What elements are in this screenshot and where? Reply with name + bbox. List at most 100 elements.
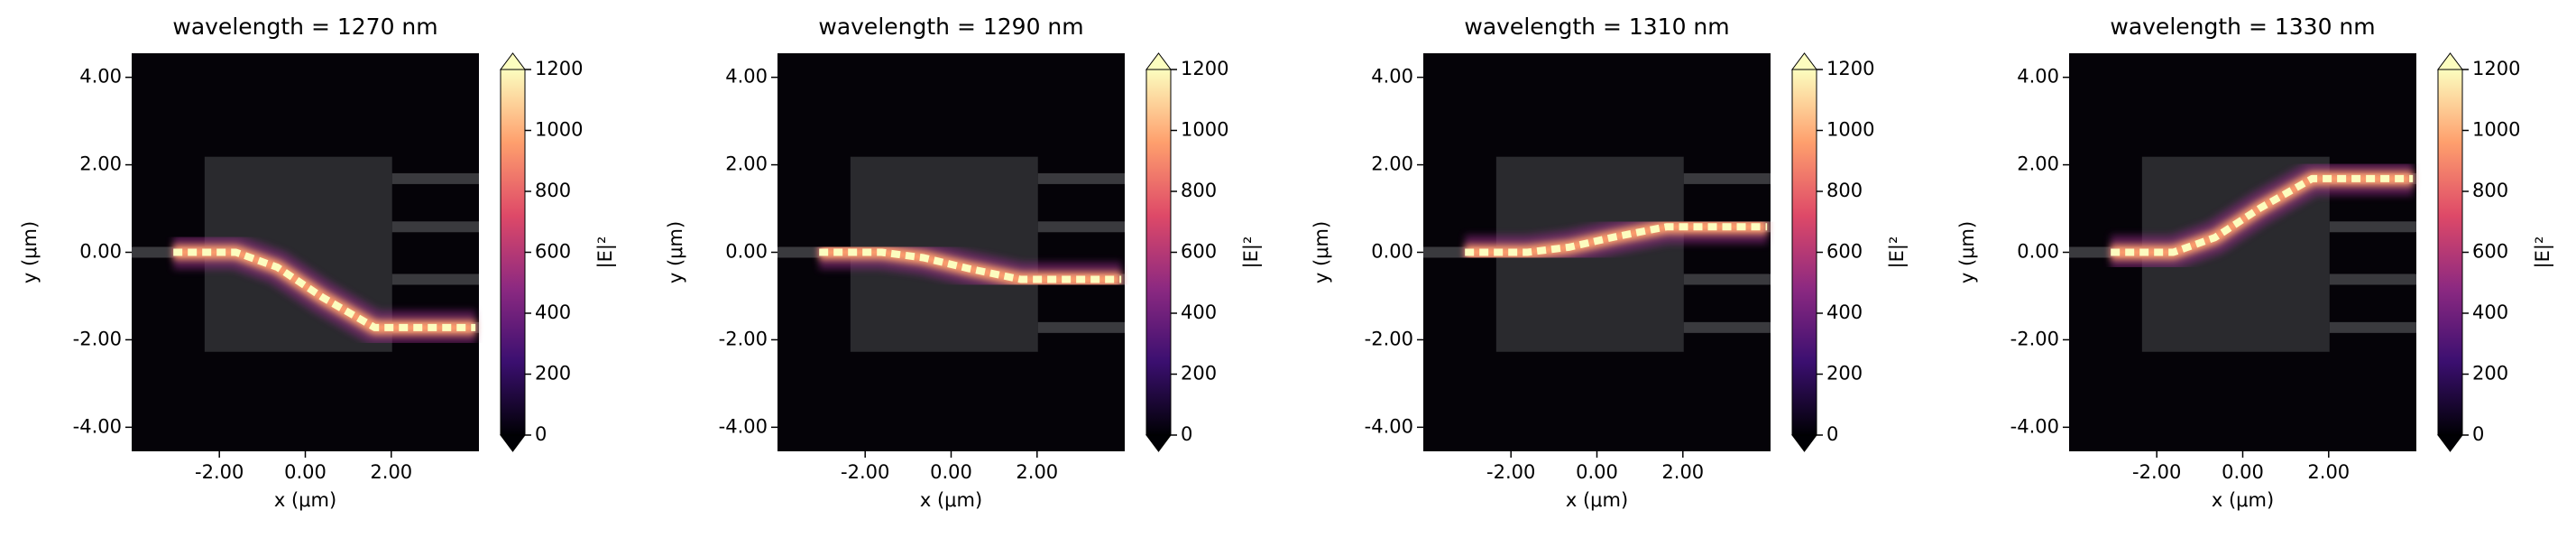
colorbar-tick-label: 400 [1181,301,1217,323]
output-waveguide [2329,274,2416,285]
colorbar-extend-min [1791,434,1817,452]
x-axis-label: x (μm) [1566,489,1628,511]
y-tick-label: 4.00 [1371,66,1413,88]
colorbar-extend-max [500,52,526,70]
x-axis-label: x (μm) [2212,489,2274,511]
colorbar-tick-label: 0 [2472,423,2484,445]
x-tick-label: -2.00 [195,461,244,483]
colorbar-tick-label: 800 [535,180,571,201]
x-tick-label: 0.00 [284,461,327,483]
output-waveguide [1037,321,1125,333]
colorbar-tick-label: 600 [1826,241,1863,263]
x-tick-label: 0.00 [930,461,972,483]
x-tick-label: 2.00 [2307,461,2350,483]
field-peak [819,248,1122,283]
colorbar-tick-label: 1000 [1181,119,1228,141]
panel: -2.00 0.00 2.00 4.00 2.00 0.00 -2.00 -4.00 wavel… [19,14,617,511]
colorbar-tick-label: 400 [535,301,571,323]
colorbar-extend-max [1145,52,1172,70]
panel: -2.00 0.00 2.00 4.00 2.00 0.00 -2.00 -4.00 wavel… [1956,14,2554,511]
y-tick-label: -4.00 [2010,415,2059,437]
field-peak [173,248,476,331]
colorbar-tick-label: 0 [1826,423,1838,445]
colorbar-tick-label: 800 [2472,180,2508,201]
x-axis-label: x (μm) [274,489,336,511]
panel: -2.00 0.00 2.00 4.00 2.00 0.00 -2.00 -4.00 wavel… [1311,14,1909,511]
colorbar-tick-label: 600 [2472,241,2508,263]
y-tick-label: 2.00 [79,153,122,175]
x-tick-label: -2.00 [2132,461,2181,483]
chart-title: wavelength = 1330 nm [2110,14,2375,40]
colorbar-extend-min [500,434,526,452]
colorbar-tick-label: 0 [535,423,547,445]
y-tick-label: -2.00 [73,328,122,349]
colorbar-tick-label: 200 [2472,363,2508,385]
colorbar-tick-label: 1200 [1826,58,1874,79]
y-axis-label: y (μm) [1956,221,1978,283]
output-waveguide [2329,321,2416,333]
field-peak [2111,174,2414,256]
output-waveguide [1683,274,1771,285]
colorbar-tick-label: 1200 [1181,58,1228,79]
colorbar-tick-label: 200 [535,363,571,385]
chart-title: wavelength = 1310 nm [1464,14,1729,40]
y-axis-label: y (μm) [1311,221,1332,283]
colorbar-label: |E|² [1240,236,1263,269]
output-waveguide [1683,172,1771,184]
output-waveguide [1037,172,1125,184]
x-axis-label: x (μm) [920,489,982,511]
x-tick-label: 0.00 [1576,461,1618,483]
x-tick-label: 2.00 [370,461,412,483]
x-tick-label: -2.00 [841,461,889,483]
colorbar-tick-label: 800 [1826,180,1863,201]
y-tick-label: 4.00 [79,66,122,88]
colorbar-tick-label: 200 [1181,363,1217,385]
y-axis-label: y (μm) [665,221,686,283]
colorbar-tick-label: 600 [1181,241,1217,263]
colorbar-label: |E|² [2532,236,2554,269]
y-tick-label: -4.00 [719,415,768,437]
colorbar-label: |E|² [594,236,617,269]
colorbar-tick-label: 400 [2472,301,2508,323]
colorbar-tick-label: 200 [1826,363,1863,385]
y-tick-label: 0.00 [79,241,122,263]
colorbar-tick-label: 1000 [535,119,583,141]
y-tick-label: -2.00 [1365,328,1413,349]
colorbar-tick-label: 800 [1181,180,1217,201]
colorbar-tick-label: 600 [535,241,571,263]
x-tick-label: 0.00 [2222,461,2264,483]
chart-title: wavelength = 1270 nm [172,14,437,40]
colorbar-extend-max [2437,52,2463,70]
colorbar-extend-min [2437,434,2463,452]
output-waveguide [391,274,479,285]
y-tick-label: 2.00 [1371,153,1413,175]
colorbar [500,69,526,436]
x-tick-label: -2.00 [1486,461,1535,483]
colorbar [1145,69,1172,436]
colorbar-tick-label: 1000 [1826,119,1874,141]
chart-title: wavelength = 1290 nm [818,14,1083,40]
colorbar [2437,69,2463,436]
y-tick-label: 0.00 [2017,241,2059,263]
colorbar [1791,69,1817,436]
y-tick-label: 0.00 [1371,241,1413,263]
colorbar-tick-label: 1000 [2472,119,2520,141]
colorbar-tick-label: 1200 [535,58,583,79]
y-tick-label: 2.00 [725,153,768,175]
output-waveguide [391,172,479,184]
x-tick-label: 2.00 [1661,461,1704,483]
field-peak [1465,223,1768,256]
y-tick-label: 0.00 [725,241,768,263]
output-waveguide [2329,221,2416,233]
colorbar-extend-max [1791,52,1817,70]
y-axis-label: y (μm) [19,221,41,283]
x-tick-label: 2.00 [1016,461,1058,483]
output-waveguide [1037,221,1125,233]
y-tick-label: -2.00 [719,328,768,349]
colorbar-tick-label: 1200 [2472,58,2520,79]
colorbar-tick-label: 400 [1826,301,1863,323]
colorbar-extend-min [1145,434,1172,452]
y-tick-label: 2.00 [2017,153,2059,175]
